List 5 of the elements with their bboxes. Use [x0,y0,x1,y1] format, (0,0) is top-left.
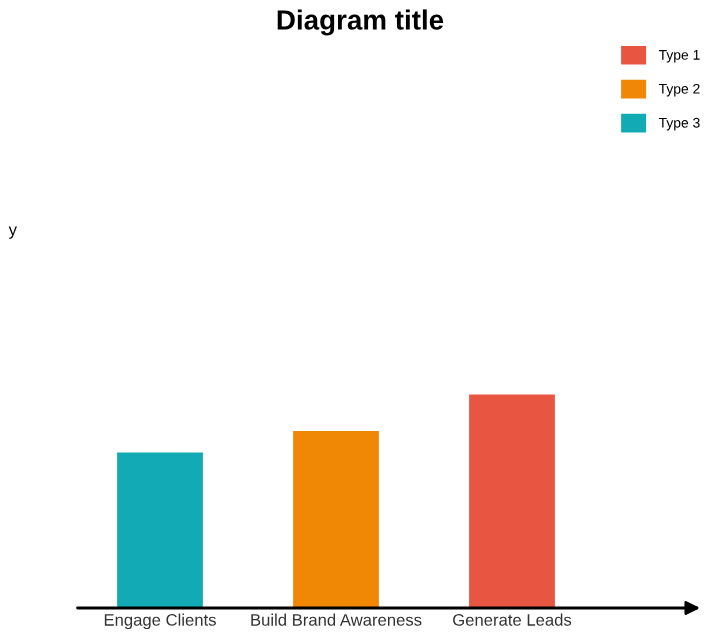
x-tick-label: Engage Clients [104,613,216,630]
chart-title: Diagram title [277,9,444,36]
x-tick-label: Generate Leads [453,613,572,626]
text: y [8,226,17,239]
x-tick-label: Build Brand Awareness [251,613,422,626]
